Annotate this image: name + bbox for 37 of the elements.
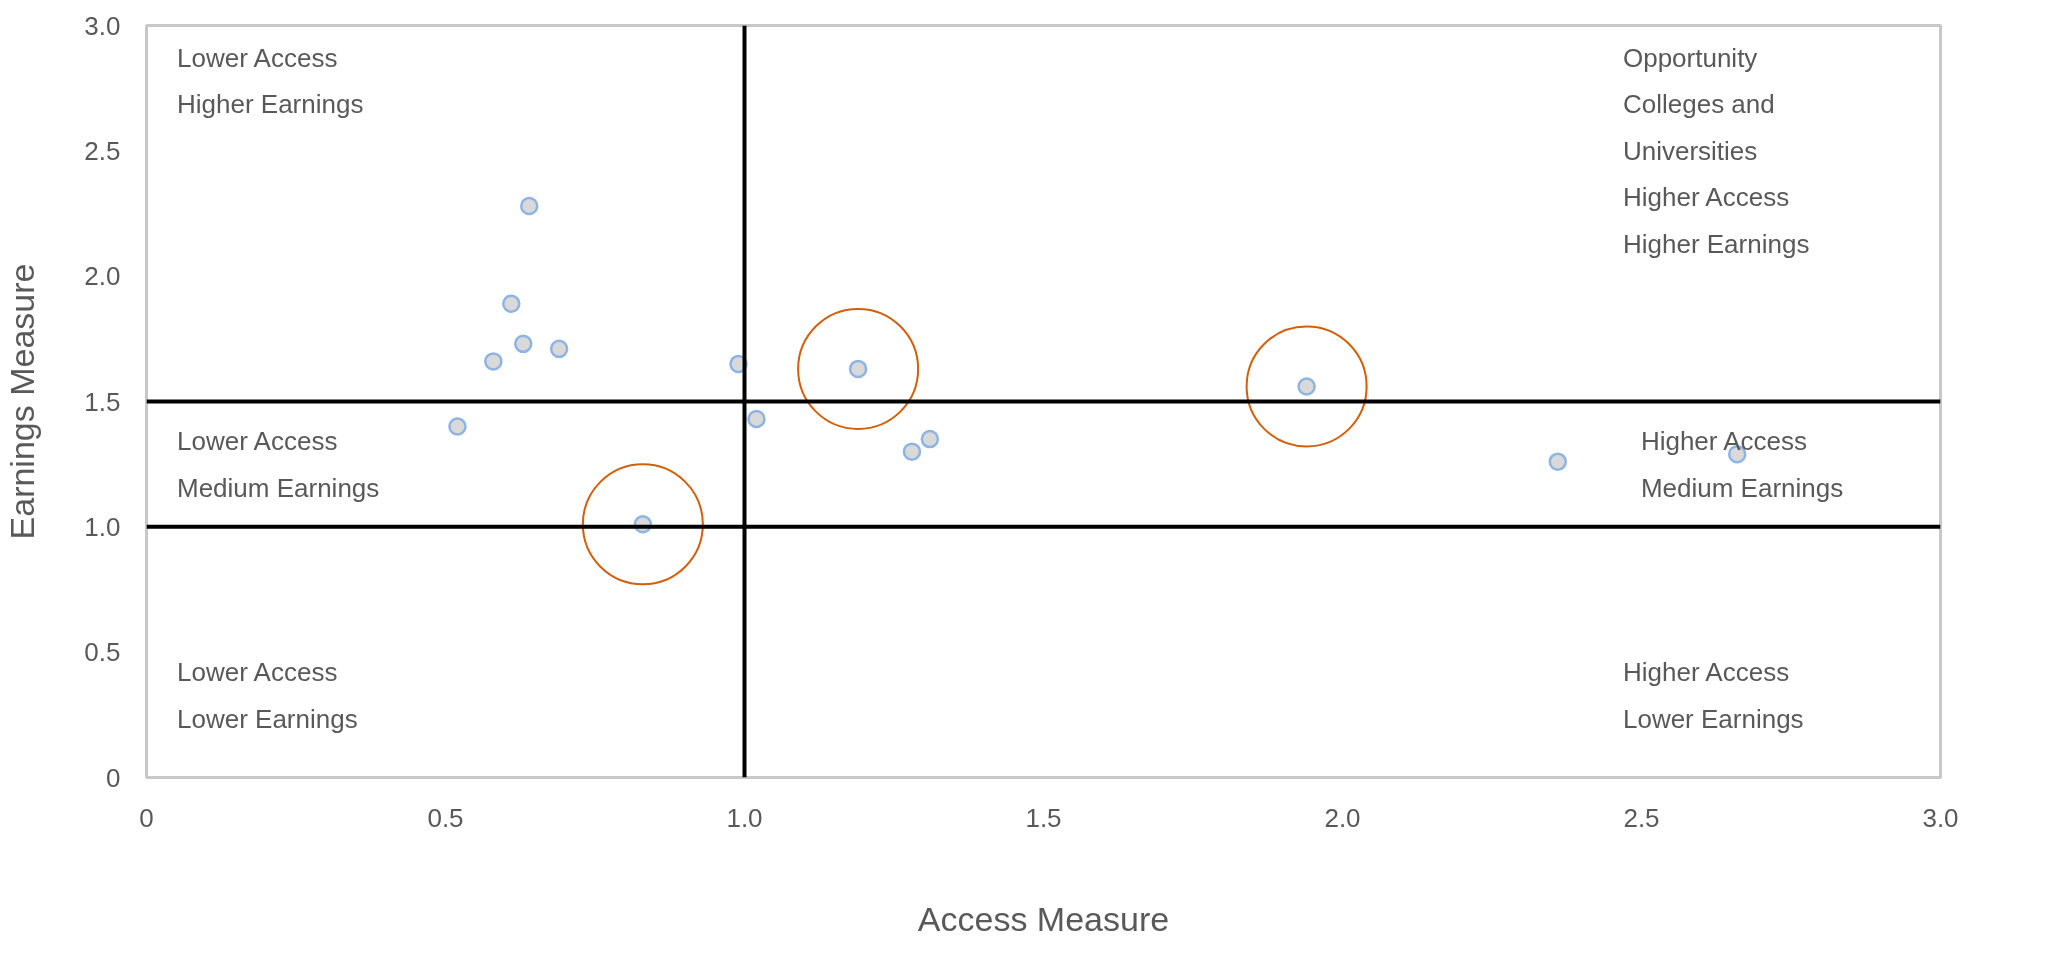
annotation: Lower Access Lower Earnings (177, 657, 358, 734)
annotation: Opportunity Colleges and Universities Higher Access Higher Earnings (1622, 42, 1810, 259)
y-tick-label: 3.0 (84, 10, 121, 41)
point (513, 334, 533, 354)
x-tick-label: 2.5 (1623, 802, 1660, 833)
x-tick-label: 2.0 (1324, 802, 1361, 833)
y-tick-label: 1.0 (84, 511, 121, 542)
x-axis-title: Access Measure (917, 899, 1170, 938)
point (848, 359, 868, 379)
point (581, 463, 704, 586)
point (920, 429, 940, 449)
annotation: Higher Access Medium Earnings (1640, 426, 1844, 503)
point (1297, 377, 1316, 396)
point (1245, 325, 1368, 448)
x-tick-label: 1.5 (1025, 802, 1062, 833)
y-tick-label: 2.0 (84, 261, 121, 292)
y-tick-label: 0 (106, 762, 121, 793)
y-tick-label: 2.5 (84, 135, 121, 166)
point (448, 417, 467, 436)
x-tick-label: 0.5 (427, 802, 464, 833)
x-tick-label: 3.0 (1922, 802, 1959, 833)
y-tick-label: 0.5 (84, 637, 121, 668)
annotation: Lower Access Medium Earnings (177, 426, 380, 503)
x-tick-label: 0 (139, 802, 154, 833)
point (519, 196, 539, 216)
x-tick-label: 1.0 (726, 802, 763, 833)
point (549, 339, 569, 359)
y-tick-label: 1.5 (84, 386, 121, 417)
annotation: Higher Access Lower Earnings (1622, 657, 1804, 734)
point (1548, 452, 1568, 471)
point (797, 308, 920, 430)
annotation: Lower Access Higher Earnings (177, 42, 364, 120)
point (747, 409, 766, 429)
point (502, 294, 521, 313)
y-axis-title: Earnings Measure (3, 263, 42, 540)
point (484, 352, 503, 371)
point (902, 442, 922, 461)
